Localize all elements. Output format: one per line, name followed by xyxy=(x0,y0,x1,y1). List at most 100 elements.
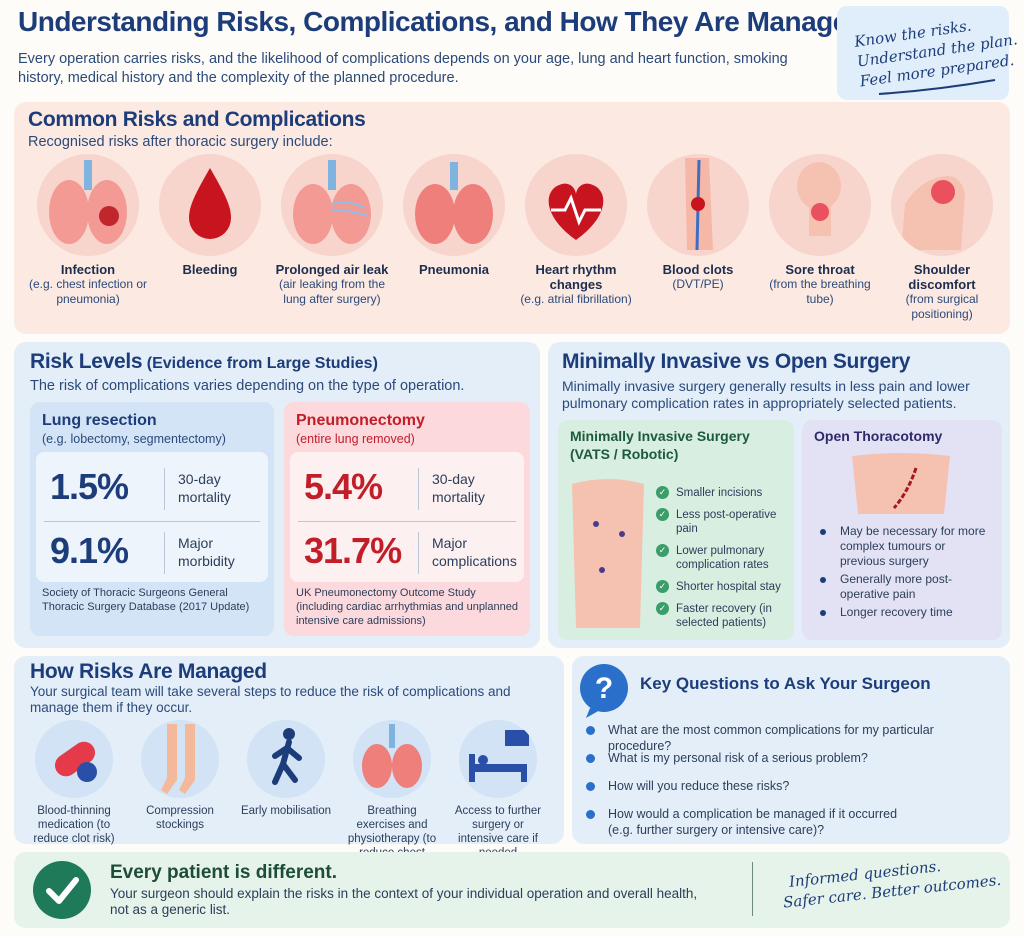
mis-point: ✓ Lower pulmonary complication rates xyxy=(656,544,792,572)
question-item: What are the most common complications f… xyxy=(586,722,998,754)
management-item: Early mobilisation xyxy=(236,720,336,818)
svg-text:?: ? xyxy=(595,672,613,705)
risk-name: Sore throat xyxy=(785,262,855,277)
lung-resection-card: Lung resection (e.g. lobectomy, segmente… xyxy=(30,402,274,636)
footer-text: Your surgeon should explain the risks in… xyxy=(110,886,698,917)
risk-name: Heart rhythm changes xyxy=(535,262,617,292)
stat-label: Major morbidity xyxy=(178,535,235,569)
surgery-comparison-panel: Minimally Invasive vs Open Surgery Minim… xyxy=(548,342,1010,648)
mis-point: ✓ Less post-operative pain xyxy=(656,508,792,536)
risk-desc: (air leaking from the lung after surgery… xyxy=(278,277,386,306)
open-points: May be necessary for more complex tumour… xyxy=(816,524,994,620)
mis-point: ✓ Shorter hospital stay xyxy=(656,580,792,594)
mis-points: ✓ Smaller incisions ✓ Less post-operative … xyxy=(656,486,792,630)
heart-rhythm-icon xyxy=(525,154,627,256)
torso-ports-icon xyxy=(572,479,644,628)
shoulder-icon xyxy=(891,154,993,256)
infected-lungs-icon xyxy=(37,154,139,256)
check-icon: ✓ xyxy=(656,544,669,557)
risk-levels-title: Risk Levels xyxy=(30,350,143,373)
risk-levels-subtitle: The risk of complications varies dependi… xyxy=(30,378,465,394)
checkmark-circle-icon xyxy=(33,861,91,919)
key-questions-panel: ? Key Questions to Ask Your Surgeon What… xyxy=(572,656,1010,844)
stat-label: 30-day mortality xyxy=(432,471,485,505)
risk-management-title: How Risks Are Managed xyxy=(30,660,267,683)
capsule-icon xyxy=(35,720,113,798)
stat-label: 30-day mortality xyxy=(178,471,231,505)
question-item: How will you reduce these risks? xyxy=(586,778,998,794)
risk-name: Prolonged air leak xyxy=(275,262,389,277)
footer-tagline: Informed questions. Safer care. Better o… xyxy=(782,850,1002,912)
risk-desc: (e.g. chest infection or pneumonia) xyxy=(28,277,148,306)
footer-panel: Every patient is different. Your surgeon… xyxy=(14,852,1010,928)
risk-management-panel: How Risks Are Managed Your surgical team… xyxy=(14,656,564,873)
lung-resection-source: Society of Thoracic Surgeons General Tho… xyxy=(42,587,250,613)
risk-blood-clots: Blood clots (DVT/PE) xyxy=(638,154,758,292)
risk-pneumonia: Pneumonia xyxy=(394,154,514,277)
risk-name: Infection xyxy=(60,262,116,277)
mis-subtitle: (VATS / Robotic) xyxy=(570,446,679,462)
question-item: How would a complication be managed if i… xyxy=(586,806,908,838)
risk-desc: (e.g. atrial fibrillation) xyxy=(520,292,632,306)
torso-incision-icon xyxy=(852,453,950,514)
management-item: Access to further surgery or intensive c… xyxy=(448,720,548,860)
tagline-box: Know the risks. Understand the plan. Fee… xyxy=(837,6,1019,100)
risk-management-subtitle: Your surgical team will take several ste… xyxy=(30,684,511,715)
management-item: Blood-thinning medication (to reduce clo… xyxy=(24,720,124,846)
risk-levels-title-extra: (Evidence from Large Studies) xyxy=(146,355,378,372)
stat-row: 9.1% Major morbidity xyxy=(40,524,270,584)
blood-drop-icon xyxy=(159,154,261,256)
risk-heart-rhythm: Heart rhythm changes (e.g. atrial fibril… xyxy=(516,154,636,307)
lung-resection-title: Lung resection xyxy=(42,412,157,429)
pneumonectomy-subtitle: (entire lung removed) xyxy=(296,432,415,446)
mis-point: ✓ Faster recovery (in selected patients) xyxy=(656,602,792,630)
open-point: Generally more post-operative pain xyxy=(816,572,994,602)
stat-value: 1.5% xyxy=(50,466,129,507)
stat-row: 31.7% Major complications xyxy=(294,524,524,584)
mis-card: Minimally Invasive Surgery (VATS / Robot… xyxy=(558,420,794,640)
throat-icon xyxy=(769,154,871,256)
stat-value: 31.7% xyxy=(304,530,402,571)
stockings-icon xyxy=(141,720,219,798)
risk-sore-throat: Sore throat (from the breathing tube) xyxy=(760,154,880,307)
stat-value: 5.4% xyxy=(304,466,383,507)
hospital-bed-icon xyxy=(459,720,537,798)
check-icon: ✓ xyxy=(656,602,669,615)
check-icon: ✓ xyxy=(656,486,669,499)
check-icon: ✓ xyxy=(656,508,669,521)
risk-desc: (from the breathing tube) xyxy=(769,277,871,306)
risk-bleeding: Bleeding xyxy=(150,154,270,277)
pneumonectomy-card: Pneumonectomy (entire lung removed) 5.4%… xyxy=(284,402,530,636)
common-risks-title: Common Risks and Complications xyxy=(28,108,366,131)
footer-title: Every patient is different. xyxy=(110,862,338,883)
management-item: Compression stockings xyxy=(130,720,230,832)
risk-levels-panel: Risk Levels (Evidence from Large Studies… xyxy=(14,342,540,648)
risk-name: Blood clots xyxy=(662,262,734,277)
stat-row: 1.5% 30-day mortality xyxy=(40,460,270,520)
risk-air-leak: Prolonged air leak (air leaking from the… xyxy=(272,154,392,307)
lung-resection-subtitle: (e.g. lobectomy, segmentectomy) xyxy=(42,432,226,446)
intro-text: Every operation carries risks, and the l… xyxy=(18,51,788,86)
open-point: Longer recovery time xyxy=(816,605,994,620)
check-icon: ✓ xyxy=(656,580,669,593)
open-card: Open Thoracotomy May be necessary for mo… xyxy=(802,420,1002,640)
open-point: May be necessary for more complex tumour… xyxy=(816,524,994,569)
risk-desc: (DVT/PE) xyxy=(672,277,724,291)
air-leak-lungs-icon xyxy=(281,154,383,256)
surgery-comparison-title: Minimally Invasive vs Open Surgery xyxy=(562,350,911,373)
risk-shoulder: Shoulder discomfort (from surgical posit… xyxy=(882,154,1002,322)
open-title: Open Thoracotomy xyxy=(814,428,943,444)
stat-value: 9.1% xyxy=(50,530,129,571)
stat-label: Major complications xyxy=(432,535,517,569)
stat-row: 5.4% 30-day mortality xyxy=(294,460,524,520)
mis-title: Minimally Invasive Surgery xyxy=(570,428,750,444)
pneumonectomy-source: UK Pneumonectomy Outcome Study (includin… xyxy=(296,587,518,627)
pneumonectomy-title: Pneumonectomy xyxy=(296,412,425,429)
lungs-icon xyxy=(403,154,505,256)
page-title: Understanding Risks, Complications, and … xyxy=(18,6,865,37)
key-questions-title: Key Questions to Ask Your Surgeon xyxy=(640,674,931,693)
common-risks-panel: Common Risks and Complications Recognise… xyxy=(14,102,1010,334)
underline-swoosh-icon xyxy=(878,79,996,95)
management-item: Breathing exercises and physiotherapy (t… xyxy=(342,720,442,874)
surgery-comparison-subtitle: Minimally invasive surgery generally res… xyxy=(562,378,970,411)
